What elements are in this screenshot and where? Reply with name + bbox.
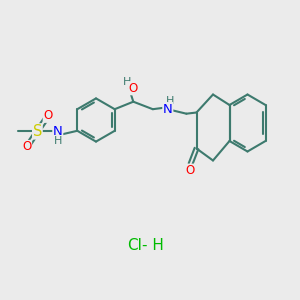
Text: H: H <box>123 77 131 88</box>
Text: N: N <box>163 103 173 116</box>
Text: O: O <box>22 140 32 154</box>
Text: O: O <box>128 82 137 95</box>
Text: H: H <box>166 96 174 106</box>
Text: N: N <box>53 125 63 138</box>
Text: Cl: Cl <box>128 238 142 253</box>
Text: - H: - H <box>142 238 164 253</box>
Text: O: O <box>43 109 52 122</box>
Text: H: H <box>54 136 62 146</box>
Text: S: S <box>33 124 42 139</box>
Text: O: O <box>186 164 195 177</box>
